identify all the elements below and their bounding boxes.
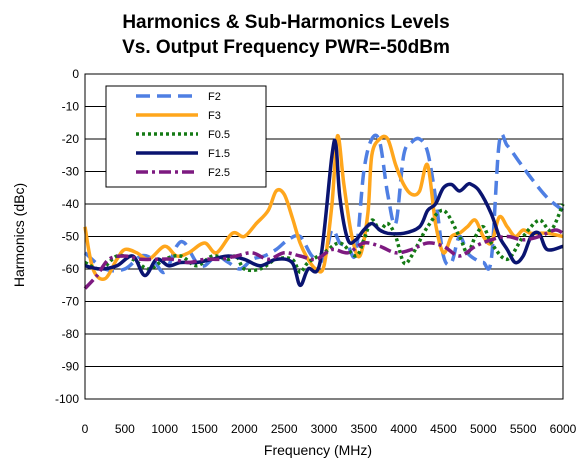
x-tick-label: 6000 [550,422,577,436]
x-tick-label: 500 [115,422,135,436]
chart-title-line-1: Harmonics & Sub-Harmonics Levels [122,12,449,33]
plot-area-frame [84,73,564,400]
y-tick-label: -100 [55,392,79,406]
y-tick-label: -40 [62,197,80,211]
y-tick-label: -70 [62,295,80,309]
y-tick-label: 0 [72,67,79,81]
series-lines [83,132,565,290]
x-tick-label: 5000 [470,422,497,436]
chart-title-line-2: Vs. Output Frequency PWR=-50dBm [122,37,450,58]
legend-label: F2 [208,91,221,103]
y-tick-labels: 0 -10 -20 -30 -40 -50 -60 -70 -80 -90 -100 [55,67,79,406]
x-tick-label: 3500 [350,422,377,436]
y-tick-label: -30 [62,165,80,179]
series-line-f2-5 [83,228,564,290]
x-tick-label: 0 [82,422,89,436]
y-tick-label: -10 [62,100,80,114]
y-tick-label: -20 [62,132,80,146]
x-tick-label: 3000 [311,422,338,436]
x-tick-label: 1500 [191,422,218,436]
legend-label: F2.5 [208,167,230,179]
legend-label: F0.5 [208,129,230,141]
x-tick-label: 4500 [430,422,457,436]
x-tick-label: 2000 [231,422,258,436]
legend-box [105,85,267,188]
legend-label: F3 [208,110,221,122]
y-tick-label: -80 [62,327,80,341]
legend: F2 F3 F0.5 F1.5 F2.5 [105,85,267,188]
x-tick-label: 5500 [510,422,537,436]
legend-label: F1.5 [208,148,230,160]
y-tick-label: -50 [62,230,80,244]
x-tick-label: 4000 [390,422,417,436]
x-tick-labels: 0 500 1000 1500 2000 2500 3000 3500 4000 4500 5000… [82,422,577,436]
y-tick-label: -60 [62,262,80,276]
x-tick-label: 2500 [271,422,298,436]
y-tick-label: -90 [62,360,80,374]
series-line-f0-5 [84,203,565,275]
y-axis-label: Harmonics (dBc) [11,183,27,287]
x-axis-label: Frequency (MHz) [264,442,372,458]
x-tick-label: 1000 [151,422,178,436]
